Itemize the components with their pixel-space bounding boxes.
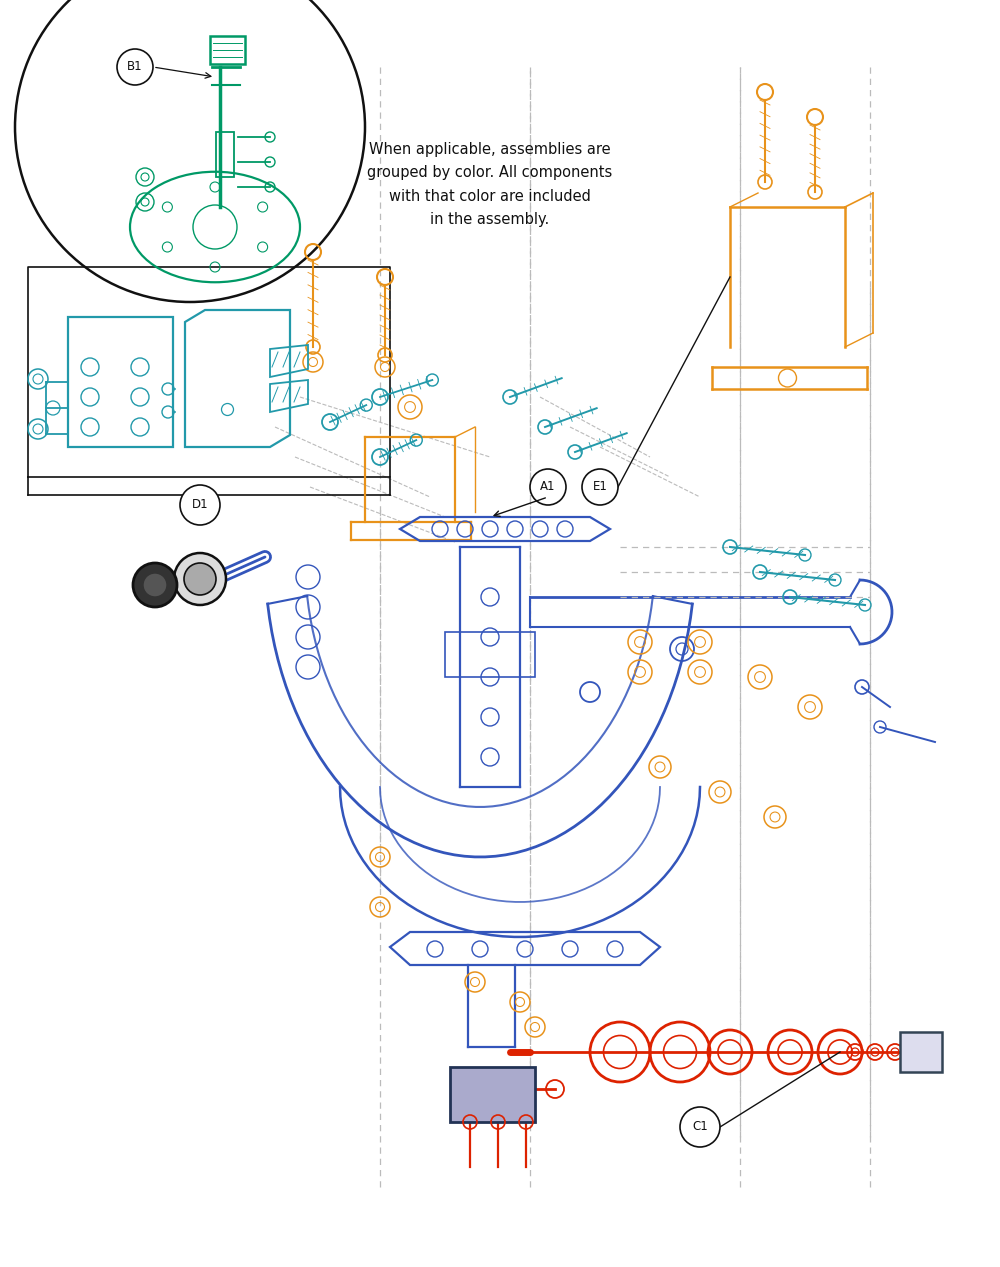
Bar — [450, 1067, 535, 1123]
Circle shape — [15, 0, 365, 302]
Bar — [216, 132, 234, 177]
Bar — [900, 1033, 942, 1072]
Bar — [445, 632, 535, 677]
Circle shape — [174, 552, 226, 606]
Circle shape — [117, 49, 153, 85]
Circle shape — [530, 469, 566, 506]
Text: E1: E1 — [593, 480, 607, 494]
Text: B1: B1 — [127, 61, 143, 73]
Circle shape — [184, 563, 216, 595]
Circle shape — [180, 485, 220, 525]
Text: D1: D1 — [192, 498, 208, 512]
Bar — [210, 35, 245, 65]
Circle shape — [143, 573, 167, 597]
Circle shape — [680, 1107, 720, 1147]
Text: When applicable, assemblies are
grouped by color. All components
with that color: When applicable, assemblies are grouped … — [367, 142, 613, 227]
Text: C1: C1 — [692, 1120, 708, 1134]
Text: A1: A1 — [540, 480, 556, 494]
Circle shape — [133, 563, 177, 607]
Circle shape — [582, 469, 618, 506]
